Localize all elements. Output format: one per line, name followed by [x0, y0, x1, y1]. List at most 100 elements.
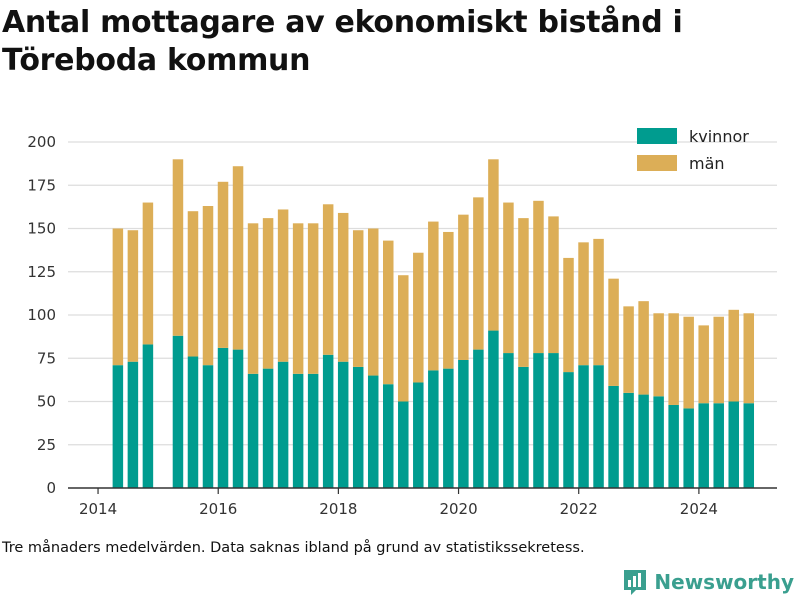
bar-man: [458, 214, 469, 360]
bar-man: [608, 278, 619, 386]
bar-kvinnor: [277, 361, 289, 488]
bar-man: [473, 197, 484, 350]
bar-man: [322, 204, 334, 355]
bar-kvinnor: [533, 353, 544, 488]
bar-man: [352, 230, 364, 367]
bar-kvinnor: [172, 335, 184, 488]
bar-kvinnor: [398, 401, 409, 488]
bar-man: [683, 316, 694, 409]
bar-kvinnor: [217, 347, 229, 488]
bar-kvinnor: [668, 404, 679, 488]
bar-kvinnor: [247, 373, 259, 488]
bar-kvinnor: [683, 408, 694, 488]
y-tick-label: 175: [27, 176, 56, 194]
bar-kvinnor: [653, 396, 664, 488]
x-tick-label: 2014: [79, 500, 117, 518]
legend-label-kvinnor: kvinnor: [689, 127, 749, 146]
bar-kvinnor: [292, 373, 304, 488]
y-axis: 0 25 50 75 100 125 150 175 200: [27, 133, 56, 497]
bar-kvinnor: [383, 384, 394, 488]
y-tick-label: 50: [37, 393, 56, 411]
y-tick-label: 100: [27, 306, 56, 324]
bar-kvinnor: [743, 403, 755, 488]
bar-man: [367, 228, 379, 376]
bar-chart-logo-icon: [624, 570, 647, 595]
bar-man: [563, 257, 574, 373]
bar-kvinnor: [728, 401, 739, 488]
bar-man: [217, 181, 229, 348]
bar-man: [187, 211, 199, 357]
bar-man: [443, 231, 454, 369]
bar-kvinnor: [307, 373, 319, 488]
bar-kvinnor: [518, 366, 529, 488]
y-tick-label: 75: [37, 349, 56, 367]
bar-man: [142, 202, 154, 345]
bar-kvinnor: [337, 361, 349, 488]
bar-man: [127, 230, 139, 362]
bar-kvinnor: [127, 361, 139, 488]
bar-man: [743, 313, 755, 404]
bar-man: [638, 301, 649, 395]
bar-kvinnor: [202, 365, 214, 488]
bar-kvinnor: [713, 403, 724, 488]
bar-man: [337, 212, 349, 362]
bar-man: [262, 218, 274, 369]
bar-kvinnor: [638, 394, 649, 488]
bar-kvinnor: [142, 344, 154, 488]
x-tick-label: 2022: [560, 500, 598, 518]
brand-logo: Newsworthy: [622, 568, 794, 596]
y-tick-label: 125: [27, 263, 56, 281]
bar-kvinnor: [578, 365, 589, 488]
bar-kvinnor: [413, 382, 424, 488]
bar-man: [112, 228, 124, 366]
bar-kvinnor: [548, 353, 559, 488]
bar-man: [533, 200, 544, 354]
bar-kvinnor: [428, 370, 439, 488]
bar-kvinnor: [112, 365, 124, 488]
legend-label-man: män: [689, 154, 725, 173]
bar-man: [247, 223, 259, 374]
bar-kvinnor: [563, 372, 574, 488]
x-tick-label: 2024: [680, 500, 718, 518]
bar-kvinnor: [473, 349, 484, 488]
bar-man: [653, 313, 664, 397]
brand-name: Newsworthy: [654, 570, 794, 594]
bar-man: [413, 252, 424, 383]
bar-kvinnor: [503, 353, 514, 488]
bar-man: [668, 313, 679, 405]
footnote: Tre månaders medelvärden. Data saknas ib…: [2, 540, 585, 556]
bar-kvinnor: [262, 368, 274, 488]
x-tick-label: 2020: [439, 500, 477, 518]
bar-man: [698, 325, 709, 404]
bar-man: [428, 221, 439, 371]
bar-man: [232, 166, 244, 350]
legend-swatch-man: [637, 155, 677, 171]
bar-man: [277, 209, 289, 362]
bar-kvinnor: [488, 330, 499, 488]
bar-man: [593, 238, 604, 366]
x-tick-label: 2018: [319, 500, 357, 518]
bar-man: [548, 216, 559, 354]
x-axis: 2014 2016 2018 2020 2022 2024: [68, 487, 777, 518]
chart-title: Antal mottagare av ekonomiskt bistånd i …: [2, 5, 683, 78]
bars: [112, 159, 755, 488]
y-tick-label: 0: [46, 479, 56, 497]
bar-kvinnor: [352, 366, 364, 488]
y-tick-label: 25: [37, 436, 56, 454]
bar-man: [728, 309, 739, 402]
bar-man: [398, 275, 409, 402]
bar-man: [383, 240, 394, 385]
y-tick-label: 150: [27, 220, 56, 238]
legend-swatch-kvinnor: [637, 128, 677, 144]
bar-man: [202, 206, 214, 366]
bar-kvinnor: [698, 403, 709, 488]
bar-kvinnor: [367, 375, 379, 488]
bar-kvinnor: [623, 392, 634, 488]
bar-man: [713, 316, 724, 404]
bar-man: [623, 306, 634, 393]
bar-man: [503, 202, 514, 354]
bar-kvinnor: [187, 356, 199, 488]
bar-man: [518, 218, 529, 367]
y-tick-label: 200: [27, 133, 56, 151]
